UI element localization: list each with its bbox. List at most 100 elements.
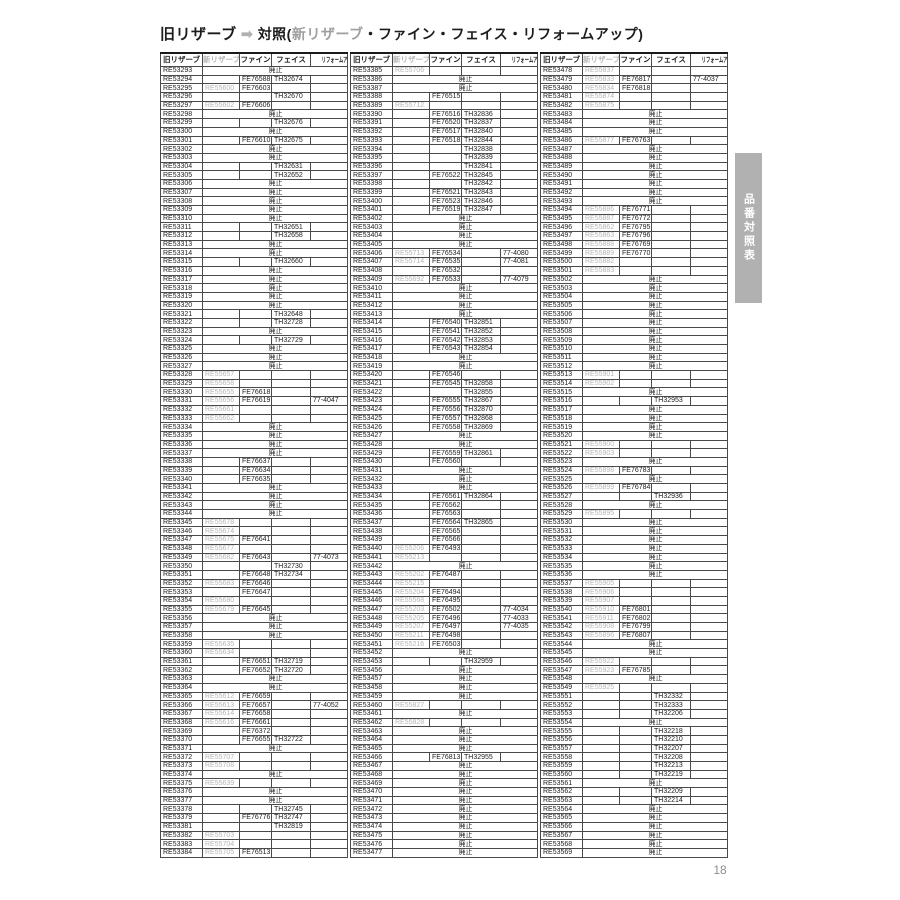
cell-reform	[310, 839, 348, 849]
cell-old: RE53377	[160, 795, 203, 806]
cell-reform	[310, 595, 348, 606]
cell-face: TH32214	[651, 795, 691, 806]
cell-old: RE53354	[160, 595, 203, 606]
table-row: RE53518 廃止	[540, 413, 728, 424]
cell-face	[461, 630, 501, 641]
table-row: RE53309 廃止	[160, 205, 348, 215]
cell-face: TH32652	[271, 170, 311, 180]
cell-reform	[690, 83, 728, 94]
cell-reform	[310, 161, 348, 172]
conversion-table-left: 旧リザーブ 新リザーブ ファイン フェイス リフォームアップ RE53293廃止…	[160, 52, 348, 859]
cell-old: RE53300	[160, 126, 203, 137]
cell-fine	[239, 92, 272, 102]
cell-old: RE53346	[160, 526, 203, 537]
cell-reform	[690, 509, 728, 519]
cell-face: TH32728	[271, 317, 311, 328]
cell-new: RE55635	[202, 639, 240, 650]
table-row: RE53457 廃止	[350, 674, 538, 684]
cell-face	[271, 830, 311, 841]
cell-discontinued: 廃止	[582, 404, 728, 415]
cell-discontinued: 廃止	[582, 144, 728, 154]
table-row: RE53369 FE76372	[160, 726, 348, 736]
cell-face: TH32847	[461, 205, 501, 215]
cell-new	[392, 205, 430, 215]
cell-old: RE53412	[350, 300, 393, 311]
table-row: RE53451 RE55216 FE76503	[350, 639, 538, 650]
cell-new	[392, 135, 430, 146]
cell-old: RE53326	[160, 352, 203, 363]
cell-new: RE55896	[582, 630, 620, 641]
cell-face: TH32842	[461, 178, 501, 189]
table-row: RE53351 FE76648 TH32734	[160, 569, 348, 580]
cell-old: RE53358	[160, 630, 203, 641]
cell-discontinued: 廃止	[202, 674, 348, 684]
cell-reform	[500, 265, 538, 276]
cell-discontinued: 廃止	[202, 205, 348, 215]
column-header-reform-up: リフォームアップ	[690, 52, 728, 67]
cell-face: TH32839	[461, 152, 501, 163]
cell-face	[461, 456, 501, 467]
cell-old: RE53344	[160, 509, 203, 519]
cell-old: RE53479	[540, 74, 583, 85]
table-row: RE53530 廃止	[540, 517, 728, 528]
cell-old: RE53295	[160, 83, 203, 94]
cell-reform	[500, 66, 538, 76]
cell-face	[651, 448, 691, 458]
cell-face	[461, 569, 501, 580]
cell-fine	[239, 370, 272, 380]
table-row: RE53479 RE55833 FE76817 77-4037	[540, 74, 728, 85]
cell-reform: 77-4037	[690, 74, 728, 85]
table-row: RE53546 RE55922	[540, 656, 728, 667]
cell-face: TH32853	[461, 335, 501, 345]
cell-fine: FE76655	[239, 734, 272, 745]
title-series-list: ・ファイン・フェイス・リフォームアップ)	[363, 26, 644, 42]
table-row: RE53443 RE55202 FE76487	[350, 569, 538, 580]
table-row: RE53523 廃止	[540, 456, 728, 467]
cell-discontinued: 廃止	[202, 361, 348, 372]
cell-old: RE53539	[540, 595, 583, 606]
table-row: RE53423 FE76555 TH32867	[350, 396, 538, 406]
cell-face	[461, 552, 501, 563]
cell-new	[392, 170, 430, 180]
cell-fine	[239, 335, 272, 345]
cell-face: TH32867	[461, 396, 501, 406]
table-row: RE53396 TH32841	[350, 161, 538, 172]
cell-discontinued: 廃止	[582, 474, 728, 484]
cell-new: RE55634	[202, 648, 240, 658]
table-row: RE53442 廃止	[350, 561, 538, 571]
cell-old: RE53442	[350, 561, 393, 571]
table-row: RE53492 廃止	[540, 187, 728, 198]
cell-new	[582, 396, 620, 406]
table-row: RE53358 廃止	[160, 630, 348, 641]
cell-new	[392, 118, 430, 128]
cell-old: RE53548	[540, 674, 583, 684]
cell-reform	[500, 144, 538, 154]
cell-new	[202, 656, 240, 667]
cell-discontinued: 廃止	[582, 283, 728, 293]
table-header-row: 旧リザーブ 新リザーブ ファイン フェイス リフォームアップ	[160, 52, 348, 67]
cell-face: TH32865	[461, 517, 501, 528]
cell-old: RE53551	[540, 691, 583, 702]
cell-reform	[500, 92, 538, 102]
table-row: RE53468 廃止	[350, 769, 538, 780]
table-row: RE53450 RE55211 FE76498	[350, 630, 538, 641]
cell-reform	[310, 821, 348, 832]
cell-old: RE53470	[350, 787, 393, 797]
cell-old: RE53457	[350, 674, 393, 684]
column-header-old-reserve: 旧リザーブ	[160, 52, 203, 67]
cell-face	[271, 726, 311, 736]
table-row: RE53303 廃止	[160, 152, 348, 163]
cell-face: TH32745	[271, 804, 311, 815]
cell-face	[651, 135, 691, 146]
cell-old: RE53474	[350, 821, 393, 832]
cell-face: TH32855	[461, 387, 501, 398]
cell-fine	[619, 708, 652, 719]
cell-fine: FE76561	[429, 491, 462, 502]
table-row: RE53340 FE76635	[160, 474, 348, 484]
cell-new	[392, 387, 430, 398]
cell-face: TH32219	[651, 769, 691, 780]
cell-old: RE53465	[350, 743, 393, 754]
table-row: RE53499 RE55889 FE76770	[540, 248, 728, 259]
cell-discontinued: 廃止	[392, 743, 538, 754]
cell-discontinued: 廃止	[582, 361, 728, 372]
